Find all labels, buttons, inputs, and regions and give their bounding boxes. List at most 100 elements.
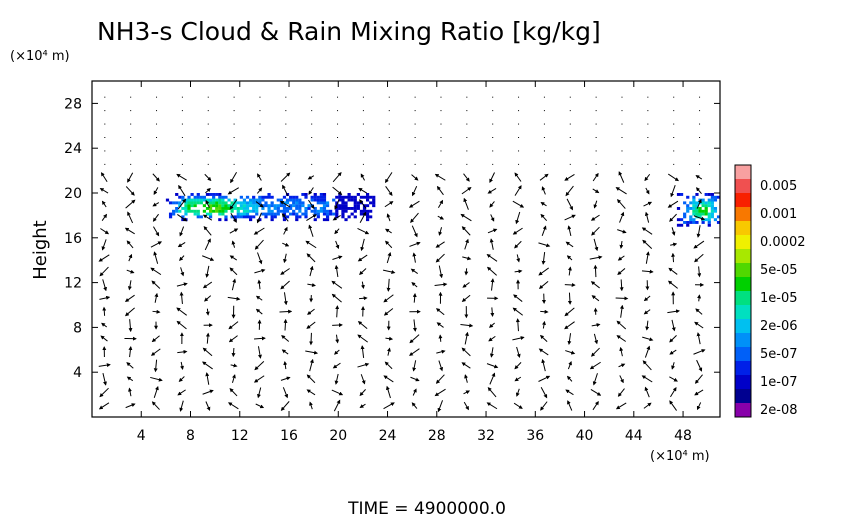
cloud-cell bbox=[175, 207, 179, 210]
cloud-cell bbox=[298, 201, 302, 205]
x-tick-label: 28 bbox=[428, 428, 446, 444]
wind-arrow bbox=[540, 309, 549, 314]
wind-dot bbox=[362, 150, 364, 152]
cloud-cell bbox=[686, 207, 690, 210]
cloud-cell bbox=[347, 215, 351, 219]
cloud-cell bbox=[686, 204, 690, 208]
cloud-cell bbox=[701, 209, 705, 213]
wind-arrow bbox=[489, 347, 494, 358]
cloud-cell bbox=[202, 209, 207, 213]
wind-arrow bbox=[644, 386, 650, 398]
cloud-cell bbox=[707, 201, 711, 205]
cloud-cell bbox=[322, 201, 327, 205]
wind-arrow bbox=[514, 240, 522, 249]
wind-dot bbox=[207, 150, 209, 152]
wind-arrow bbox=[541, 358, 546, 372]
wind-arrow bbox=[125, 199, 136, 209]
cloud-cell bbox=[252, 207, 256, 210]
cloud-cell bbox=[692, 221, 696, 224]
cloud-cell bbox=[713, 198, 718, 202]
cloud-cell bbox=[255, 201, 259, 205]
cloud-cell bbox=[313, 193, 317, 196]
cloud-cell bbox=[245, 201, 250, 205]
cloud-cell bbox=[289, 204, 293, 208]
cloud-cell bbox=[365, 215, 370, 219]
cloud-cell bbox=[701, 204, 705, 208]
cloud-cell bbox=[365, 218, 370, 222]
wind-arrow bbox=[229, 267, 238, 276]
cloud-cell bbox=[322, 209, 327, 213]
cloud-cell bbox=[212, 201, 216, 205]
cloud-cell bbox=[365, 195, 370, 199]
cloud-cell bbox=[341, 204, 345, 208]
wind-arrow bbox=[283, 253, 287, 264]
wind-arrow bbox=[513, 402, 523, 409]
wind-arrow bbox=[202, 255, 215, 261]
wind-dot bbox=[285, 110, 287, 112]
cloud-cell bbox=[707, 204, 711, 208]
wind-arrow bbox=[590, 389, 602, 396]
wind-arrow bbox=[230, 363, 238, 368]
cloud-cell bbox=[208, 212, 213, 216]
wind-arrow bbox=[152, 202, 160, 207]
wind-dot bbox=[621, 123, 623, 125]
wind-dot bbox=[130, 163, 132, 165]
cloud-cell bbox=[187, 204, 191, 208]
wind-arrow bbox=[540, 202, 547, 207]
wind-dot bbox=[595, 123, 597, 125]
cloud-cell bbox=[279, 198, 283, 202]
wind-dot bbox=[466, 150, 468, 152]
cloud-cell bbox=[190, 209, 194, 213]
wind-dot bbox=[466, 163, 468, 165]
wind-arrow bbox=[128, 253, 133, 262]
wind-arrow bbox=[98, 254, 110, 262]
cloud-cell bbox=[338, 198, 342, 202]
cloud-cell bbox=[689, 207, 693, 210]
wind-arrow bbox=[411, 225, 418, 238]
wind-dot bbox=[181, 123, 183, 125]
wind-arrow bbox=[383, 308, 394, 316]
wind-arrow bbox=[515, 388, 520, 397]
wind-arrow bbox=[152, 309, 161, 314]
wind-arrow bbox=[254, 239, 264, 250]
cloud-cell bbox=[178, 204, 182, 208]
cloud-cell bbox=[362, 209, 367, 213]
wind-dot bbox=[233, 137, 235, 138]
wind-arrow bbox=[516, 346, 521, 358]
cloud-cell bbox=[264, 195, 268, 199]
cloud-cell bbox=[316, 201, 320, 205]
wind-arrow bbox=[153, 359, 158, 373]
cloud-cell bbox=[338, 207, 342, 210]
wind-dot bbox=[259, 137, 261, 138]
wind-arrow bbox=[179, 255, 185, 262]
cloud-cell bbox=[301, 193, 305, 196]
cloud-cell bbox=[338, 204, 342, 208]
wind-arrow bbox=[384, 172, 393, 184]
colorbar-frame bbox=[734, 164, 752, 418]
wind-dot bbox=[569, 96, 571, 98]
cloud-cell bbox=[292, 209, 296, 213]
cloud-cell bbox=[282, 209, 287, 213]
cloud-cell bbox=[212, 198, 216, 202]
wind-dot bbox=[181, 163, 183, 165]
wind-dot bbox=[699, 96, 701, 98]
wind-arrow bbox=[514, 361, 522, 370]
cloud-cell bbox=[713, 218, 718, 222]
cloud-cell bbox=[335, 212, 339, 216]
wind-arrow bbox=[670, 242, 678, 247]
wind-dot bbox=[595, 163, 597, 165]
wind-arrow bbox=[177, 242, 186, 248]
cloud-cell bbox=[252, 195, 256, 199]
cloud-cell bbox=[344, 195, 348, 199]
cloud-cell bbox=[196, 209, 200, 213]
wind-arrow bbox=[410, 376, 420, 382]
wind-arrow bbox=[386, 385, 391, 399]
cloud-cell bbox=[695, 201, 699, 205]
wind-arrow bbox=[100, 335, 108, 342]
wind-dot bbox=[337, 163, 339, 165]
wind-arrow bbox=[617, 268, 626, 276]
wind-arrow bbox=[645, 251, 650, 264]
wind-arrow bbox=[309, 265, 314, 277]
cloud-cell bbox=[273, 204, 277, 208]
wind-arrow bbox=[590, 347, 600, 357]
